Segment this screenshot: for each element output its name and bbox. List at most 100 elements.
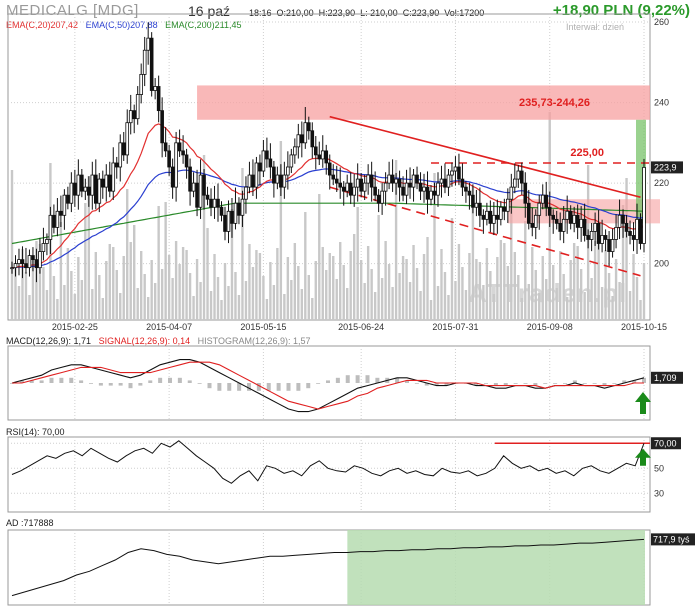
volume-bar	[405, 259, 408, 320]
volume-bar	[426, 237, 429, 320]
panel-frame-2	[7, 436, 651, 513]
x-tick-label: 2015-07-31	[432, 322, 478, 332]
y-tick-label: 200	[654, 259, 669, 269]
macd-histogram-bar	[39, 380, 44, 383]
volume-bar	[454, 281, 457, 320]
macd-histogram-bar	[503, 383, 508, 386]
macd-histogram-bar	[306, 383, 311, 389]
candle-body	[90, 174, 95, 196]
volume-bar	[318, 194, 321, 320]
candle-body	[324, 150, 329, 164]
macd-histogram-bar	[632, 380, 637, 383]
volume-bar	[457, 244, 461, 320]
volume-bar	[558, 251, 562, 320]
volume-bar	[415, 268, 419, 320]
volume-bar	[269, 262, 272, 320]
volume-bar	[366, 246, 370, 320]
volume-bar	[597, 224, 600, 320]
candle-body	[17, 259, 21, 265]
volume-bar	[541, 256, 544, 320]
macd-histogram-bar	[168, 377, 172, 383]
candle-body	[492, 214, 496, 224]
volume-bar	[583, 292, 586, 320]
volume-bar	[108, 244, 111, 320]
macd-histogram-bar	[572, 380, 577, 383]
volume-bar	[181, 247, 185, 320]
volume-bar	[607, 273, 611, 320]
candle-body	[100, 178, 105, 188]
volume-bar	[321, 247, 324, 320]
macd-histogram-bar	[612, 383, 617, 384]
last-price-label: 223,9	[654, 162, 677, 172]
volume-bar	[199, 282, 202, 320]
candle-body	[362, 182, 367, 192]
ad-legend: AD :717888	[6, 518, 54, 528]
candle-body	[160, 110, 164, 144]
candle-body	[547, 206, 552, 216]
macd-histogram-bar	[434, 383, 439, 386]
candle-body	[27, 255, 32, 269]
candle-body	[506, 198, 510, 212]
candle-body	[198, 174, 203, 208]
macd-histogram-bar	[138, 383, 143, 386]
candle-body	[83, 186, 88, 192]
candle-body	[237, 202, 241, 216]
macd-histogram-bar	[266, 383, 271, 391]
volume-bar	[262, 276, 265, 320]
panel-frame-3	[7, 529, 651, 606]
candle-body	[345, 182, 350, 192]
candle-body	[593, 222, 597, 232]
volume-bar	[614, 259, 618, 320]
candle-body	[341, 186, 346, 192]
candle-body	[572, 214, 576, 224]
candle-body	[582, 218, 587, 236]
candle-body	[125, 122, 130, 156]
candle-body	[156, 86, 161, 112]
rsi-last-label: 70,00	[654, 438, 677, 448]
volume-bar	[401, 256, 405, 320]
volume-bar	[206, 228, 209, 320]
volume-bar	[398, 273, 401, 320]
volume-bar	[447, 295, 450, 320]
macd-histogram-bar	[563, 383, 567, 384]
volume-bar	[223, 263, 227, 320]
volume-bar	[618, 282, 621, 320]
volume-bar	[419, 291, 422, 320]
candle-body	[223, 214, 227, 232]
volume-bar	[576, 246, 579, 320]
macd-histogram-bar	[276, 383, 281, 391]
candle-body	[209, 198, 213, 208]
volume-bar	[126, 189, 129, 320]
volume-bar	[552, 265, 555, 320]
macd-histogram-bar	[197, 383, 202, 384]
candle-body	[429, 190, 433, 200]
x-tick-label: 2015-04-07	[146, 322, 192, 332]
volume-bar	[160, 269, 164, 320]
volume-bar	[21, 249, 24, 320]
volume-bar	[192, 296, 195, 320]
candle-body	[230, 210, 234, 224]
candle-body	[135, 94, 140, 120]
volume-bar	[251, 267, 255, 320]
volume-bar	[478, 262, 482, 320]
volume-bar	[531, 247, 534, 320]
candle-body	[575, 214, 580, 228]
volume-bar	[80, 280, 84, 320]
volume-bar	[248, 244, 251, 320]
candle-body	[481, 214, 486, 220]
volume-bar	[279, 141, 283, 320]
volume-bar	[52, 276, 56, 320]
volume-bar	[475, 259, 478, 320]
volume-bar	[119, 293, 122, 320]
volume-bar	[569, 260, 572, 320]
volume-bar	[394, 160, 398, 320]
volume-bar	[356, 207, 359, 320]
volume-bar	[590, 278, 593, 320]
low-value: L: 210,00	[360, 8, 398, 18]
candle-body	[425, 186, 430, 200]
macd-histogram-bar	[296, 383, 301, 391]
candle-body	[474, 202, 479, 208]
macd-histogram-bar	[316, 383, 321, 384]
candle-body	[205, 194, 210, 200]
